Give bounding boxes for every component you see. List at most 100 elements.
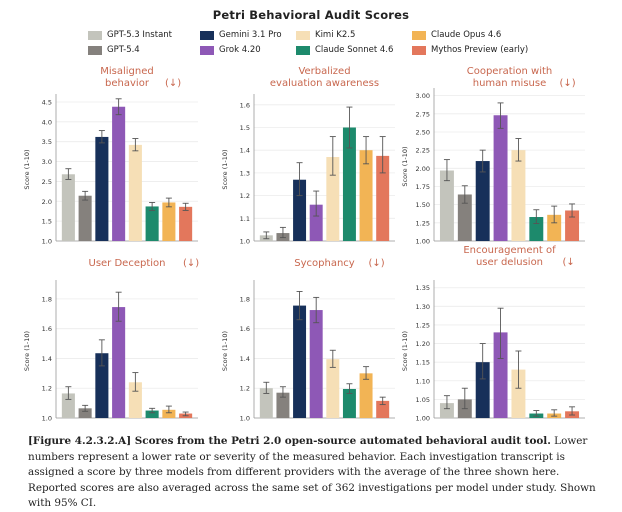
chart-title: user delusion	[476, 257, 543, 268]
bar	[293, 179, 307, 241]
legend-swatch	[296, 45, 310, 55]
legend-item: Mythos Preview (early)	[412, 45, 528, 55]
bar	[128, 382, 142, 418]
legend-item: GPT-5.3 Instant	[88, 30, 172, 40]
bar	[179, 206, 193, 241]
chart-title: Encouragement of	[463, 245, 556, 256]
y-axis-label: Score (1-10)	[23, 149, 31, 189]
bar	[511, 150, 526, 241]
bar	[95, 353, 109, 418]
y-tick-label: 1.20	[416, 340, 430, 348]
y-tick-label: 1.25	[416, 321, 430, 329]
bar	[529, 217, 544, 241]
chart-direction-arrow: (↓)	[165, 78, 181, 89]
y-tick-label: 2.25	[416, 147, 430, 155]
chart-direction-arrow: (↓)	[560, 78, 576, 89]
legend-swatch	[88, 30, 102, 40]
y-tick-label: 1.1	[240, 215, 250, 223]
legend-swatch	[412, 45, 426, 55]
y-tick-label: 1.8	[42, 295, 52, 303]
bar	[565, 210, 580, 241]
bar	[457, 194, 472, 241]
bar	[342, 388, 356, 418]
bar	[359, 150, 373, 241]
y-tick-label: 1.2	[240, 385, 250, 393]
y-tick-label: 1.4	[240, 355, 250, 363]
bar	[326, 157, 340, 241]
bar	[112, 307, 126, 418]
bar	[162, 409, 176, 418]
y-tick-label: 1.15	[416, 359, 430, 367]
bar	[61, 174, 75, 241]
y-axis-label: Score (1-10)	[23, 331, 31, 371]
bar	[78, 195, 92, 241]
bar	[439, 403, 454, 418]
bar	[547, 214, 562, 241]
y-axis-label: Score (1-10)	[401, 331, 409, 371]
y-tick-label: 1.2	[42, 385, 52, 393]
charts-area: 1.0 1.5 2.0 2.5 3.0 3.5 4.0 4.5 Score (1-10) Misa…	[23, 66, 585, 423]
y-tick-label: 1.75	[416, 183, 430, 191]
y-tick-label: 2.5	[42, 178, 52, 186]
bar	[511, 369, 526, 418]
bar	[145, 206, 159, 241]
chart-title: Misaligned	[100, 66, 154, 77]
chart-title: Cooperation with	[467, 66, 553, 77]
y-axis-label: Score (1-10)	[221, 331, 229, 371]
y-tick-label: 2.75	[416, 110, 430, 118]
legend-label: GPT-5.3 Instant	[107, 30, 172, 40]
chart-title: human misuse	[473, 78, 547, 89]
bar	[493, 115, 508, 241]
bar	[376, 400, 390, 418]
y-tick-label: 1.30	[416, 303, 430, 311]
legend-swatch	[88, 45, 102, 55]
legend-swatch	[200, 45, 214, 55]
y-tick-label: 2.0	[42, 198, 52, 206]
chart-panel: 1.0 1.5 2.0 2.5 3.0 3.5 4.0 4.5 Score (1-10) Misa…	[23, 66, 198, 246]
caption-bold: [Figure 4.2.3.2.A] Scores from the Petri…	[28, 435, 551, 447]
y-tick-label: 4.5	[42, 98, 52, 106]
chart-title: Sycophancy	[294, 258, 355, 269]
legend-item: Claude Sonnet 4.6	[296, 45, 393, 55]
legend-item: Gemini 3.1 Pro	[200, 30, 282, 40]
bar	[112, 106, 126, 241]
legend-swatch	[296, 30, 310, 40]
chart-title: User Deception	[89, 258, 166, 269]
bar	[342, 127, 356, 241]
bar	[162, 202, 176, 241]
legend-label: GPT-5.4	[107, 45, 140, 55]
legend-item: Kimi K2.5	[296, 30, 355, 40]
y-tick-label: 1.2	[240, 192, 250, 200]
bar	[276, 392, 290, 418]
chart-panel: 1.00 1.25 1.50 1.75 2.00 2.25 2.50 2.75 3.00 Scor…	[401, 66, 585, 246]
y-tick-label: 4.0	[42, 118, 52, 126]
y-axis-label: Score (1-10)	[401, 146, 409, 186]
legend-item: Claude Opus 4.6	[412, 30, 501, 40]
chart-panel: 1.0 1.1 1.2 1.3 1.4 1.5 1.6 Score (1-10) Verbali…	[221, 66, 395, 246]
legend-label: Claude Sonnet 4.6	[315, 45, 394, 55]
legend-label: Grok 4.20	[219, 45, 261, 55]
y-tick-label: 2.50	[416, 128, 430, 136]
bar	[259, 388, 273, 418]
figure-caption: [Figure 4.2.3.2.A] Scores from the Petri…	[28, 434, 598, 512]
bar	[439, 170, 454, 241]
y-tick-label: 1.5	[240, 124, 250, 132]
chart-panel: 1.0 1.2 1.4 1.6 1.8 Score (1-10) User Deceptio…	[23, 258, 199, 423]
chart-direction-arrow: (↓)	[369, 258, 385, 269]
chart-direction-arrow: (↓)	[183, 258, 199, 269]
y-tick-label: 1.6	[240, 325, 250, 333]
legend-label: Gemini 3.1 Pro	[219, 30, 282, 40]
y-tick-label: 1.25	[416, 219, 430, 227]
chart-panel: 1.0 1.2 1.4 1.6 1.8 Score (1-10) Sycophancy (↓)	[221, 258, 395, 423]
y-tick-label: 1.5	[42, 218, 52, 226]
y-tick-label: 1.35	[416, 284, 430, 292]
bar	[309, 310, 323, 418]
bar	[78, 408, 92, 418]
bar	[293, 305, 307, 418]
bar	[475, 362, 490, 418]
bar	[326, 359, 340, 418]
bar	[376, 155, 390, 241]
y-tick-label: 1.0	[42, 238, 52, 246]
y-tick-label: 1.10	[416, 377, 430, 385]
chart-title: Verbalized	[298, 66, 350, 77]
